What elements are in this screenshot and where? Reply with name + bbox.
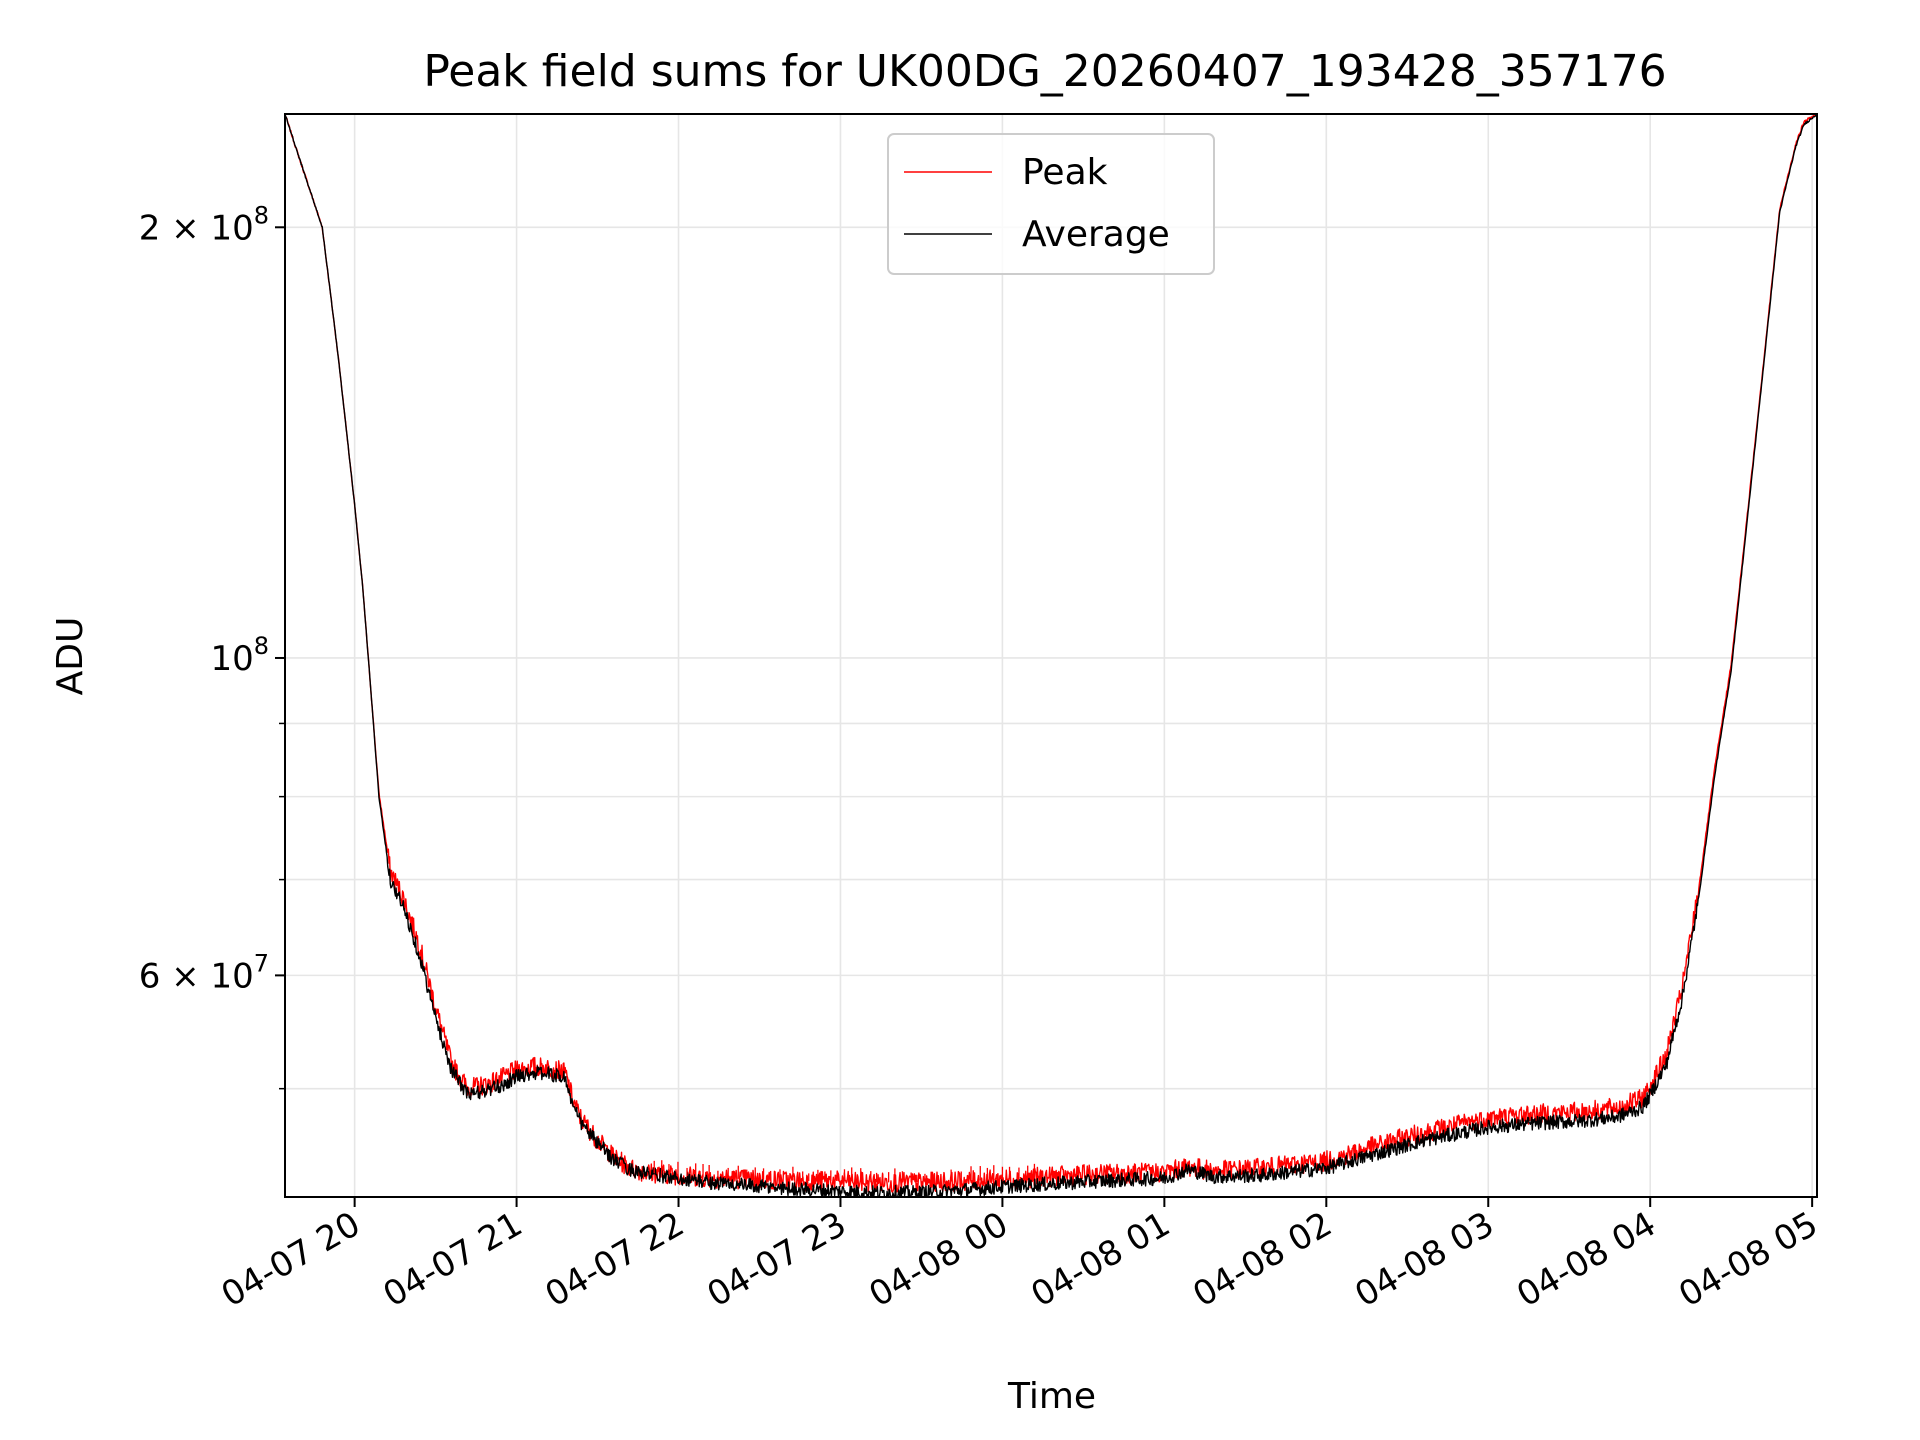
chart-title: Peak field sums for UK00DG_20260407_1934… — [423, 46, 1666, 97]
legend-average-label: Average — [1022, 214, 1170, 255]
legend-peak-label: Peak — [1022, 152, 1108, 193]
grid — [285, 114, 1817, 1197]
legend-box — [887, 133, 1215, 275]
y-tick-exponent: 8 — [254, 201, 269, 229]
y-tick-mantissa: 2 × 10 — [139, 208, 254, 248]
plot-frame — [284, 113, 1818, 1198]
series-line-average — [285, 114, 1817, 1197]
y-tick-label: 6 × 107 — [139, 949, 269, 996]
y-tick-mantissa: 6 × 10 — [139, 956, 254, 996]
plot-series — [285, 114, 1817, 1197]
legend: Peak Average — [887, 133, 1215, 275]
x-axis-label: Time — [1007, 1376, 1096, 1417]
y-axis-label: ADU — [50, 617, 91, 696]
y-tick-exponent: 7 — [254, 949, 269, 977]
y-tick-mantissa: 10 — [210, 639, 253, 679]
peak-spikes — [653, 1160, 1036, 1183]
y-tick-label: 108 — [210, 632, 269, 679]
y-tick-label: 2 × 108 — [139, 201, 269, 248]
y-tick-exponent: 8 — [254, 632, 269, 660]
